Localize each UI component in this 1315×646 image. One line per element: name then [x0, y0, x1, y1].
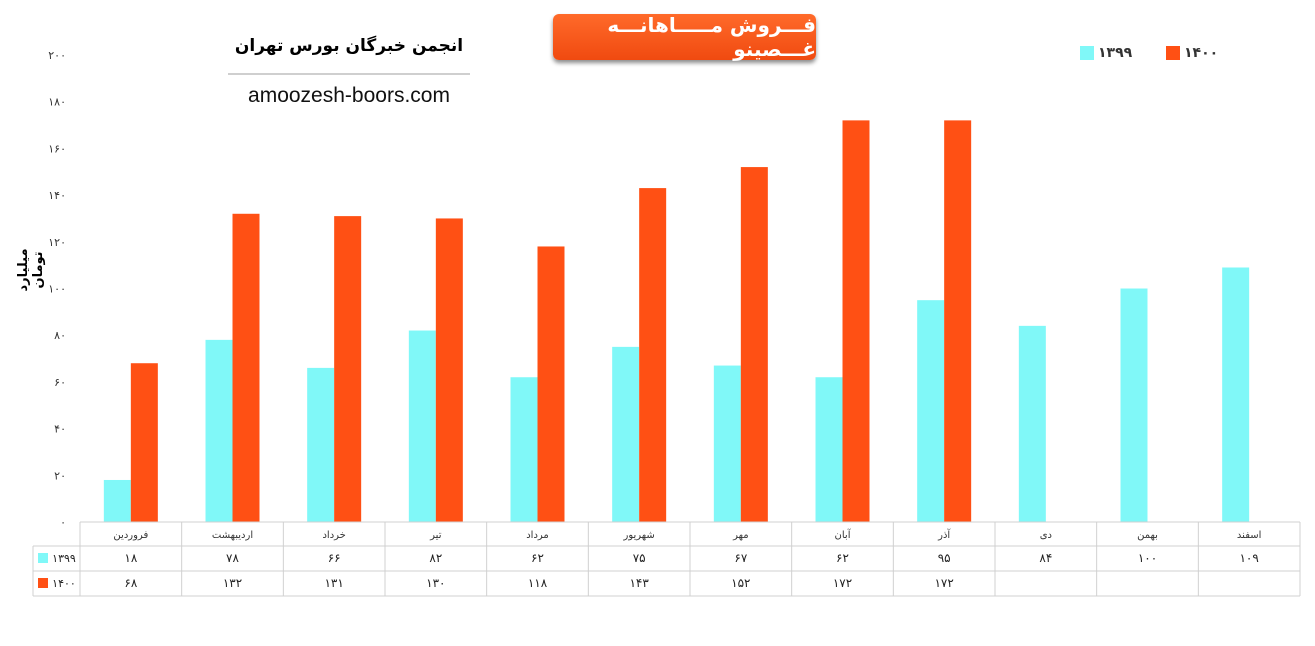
- bar-۱۳۹۹-11: [1222, 267, 1250, 522]
- legend-item-1399: ۱۳۹۹: [1080, 44, 1132, 62]
- bar-۱۳۹۹-7: [815, 377, 843, 522]
- bar-۱۴۰۰-1: [232, 213, 260, 522]
- data-label: ۶۸: [124, 576, 137, 590]
- bar-۱۴۰۰-8: [944, 120, 972, 522]
- bar-۱۳۹۹-2: [307, 367, 335, 522]
- category-label: تیر: [429, 530, 442, 541]
- legend-item-1400: ۱۴۰۰: [1166, 44, 1218, 62]
- y-tick-label: ۱۴۰: [48, 189, 66, 202]
- category-label: آذر: [937, 528, 951, 541]
- category-label: دی: [1040, 530, 1052, 541]
- data-label: ۱۰۹: [1239, 551, 1258, 565]
- y-tick-label: ۸۰: [54, 329, 66, 342]
- data-label: ۱۰۰: [1138, 551, 1157, 565]
- bar-۱۳۹۹-0: [103, 479, 131, 522]
- table-series-label: ۱۴۰۰: [52, 577, 76, 590]
- bar-۱۴۰۰-2: [334, 216, 362, 523]
- data-label: ۱۳۰: [426, 576, 445, 590]
- y-tick-label: ۲۰۰: [48, 49, 66, 62]
- bar-۱۳۹۹-1: [205, 339, 233, 522]
- table-series-label: ۱۳۹۹: [52, 552, 76, 565]
- data-label: ۱۷۲: [934, 576, 953, 590]
- website-text: amoozesh-boors.com: [248, 84, 450, 107]
- data-label: ۱۸: [124, 551, 137, 565]
- data-label: ۶۶: [328, 551, 341, 565]
- data-label: ۱۴۳: [629, 576, 649, 590]
- category-label: خرداد: [322, 530, 345, 541]
- y-tick-label: ۱۶۰: [48, 142, 66, 155]
- bar-۱۴۰۰-6: [740, 167, 768, 522]
- bar-۱۴۰۰-3: [435, 218, 463, 522]
- category-label: مرداد: [526, 530, 549, 541]
- data-label: ۸۴: [1039, 551, 1052, 565]
- org-name: انجمن خبرگان بورس تهران: [234, 36, 464, 56]
- bar-۱۳۹۹-5: [612, 346, 640, 522]
- category-label: آبان: [835, 528, 852, 541]
- category-label: بهمن: [1137, 530, 1158, 541]
- category-label: فروردین: [113, 530, 148, 541]
- y-tick-label: ۱۸۰: [48, 96, 66, 109]
- y-tick-label: ۱۲۰: [48, 236, 66, 249]
- data-label: ۷۵: [633, 551, 646, 565]
- data-label: ۱۵۲: [731, 576, 750, 590]
- bar-۱۳۹۹-6: [713, 365, 741, 522]
- bar-۱۴۰۰-7: [842, 120, 870, 522]
- bar-۱۴۰۰-5: [639, 188, 667, 522]
- data-label: ۱۱۸: [528, 576, 548, 590]
- bar-۱۳۹۹-4: [510, 377, 538, 522]
- data-label: ۸۲: [429, 551, 442, 565]
- table-key-swatch: [38, 578, 48, 588]
- data-label: ۶۲: [836, 551, 849, 565]
- data-label: ۶۲: [531, 551, 544, 565]
- data-label: ۹۵: [938, 551, 951, 565]
- chart-title: فـــروش مـــــاهانـــه غـــصینو: [607, 13, 816, 61]
- legend-swatch-1400: [1166, 46, 1180, 60]
- bar-۱۴۰۰-0: [130, 363, 158, 522]
- data-label: ۱۷۲: [833, 576, 852, 590]
- data-label: ۱۳۱: [324, 576, 343, 590]
- category-label: اسفند: [1237, 530, 1261, 541]
- data-label: ۶۷: [734, 551, 747, 565]
- bar-۱۳۹۹-3: [408, 330, 436, 522]
- legend-swatch-1399: [1080, 46, 1094, 60]
- table-key-swatch: [38, 553, 48, 563]
- category-label: اردیبهشت: [212, 530, 253, 541]
- legend-label-1400: ۱۴۰۰: [1184, 45, 1219, 61]
- y-tick-label: ۲۰: [54, 469, 66, 482]
- y-tick-label: ۴۰: [54, 423, 66, 436]
- bar-۱۳۹۹-10: [1120, 288, 1148, 522]
- bar-۱۳۹۹-9: [1018, 325, 1046, 522]
- category-label: مهر: [732, 530, 748, 541]
- category-label: شهریور: [623, 530, 655, 541]
- y-tick-label: ۰: [60, 516, 66, 529]
- chart-title-banner: فـــروش مـــــاهانـــه غـــصینو: [553, 13, 816, 61]
- y-tick-label: ۶۰: [54, 376, 66, 389]
- org-divider: [228, 73, 470, 75]
- bar-۱۴۰۰-4: [537, 246, 565, 522]
- bar-۱۳۹۹-8: [917, 300, 945, 522]
- legend-label-1399: ۱۳۹۹: [1098, 45, 1133, 61]
- data-label: ۱۳۲: [223, 576, 242, 590]
- data-label: ۷۸: [226, 551, 239, 565]
- y-tick-label: ۱۰۰: [48, 283, 66, 296]
